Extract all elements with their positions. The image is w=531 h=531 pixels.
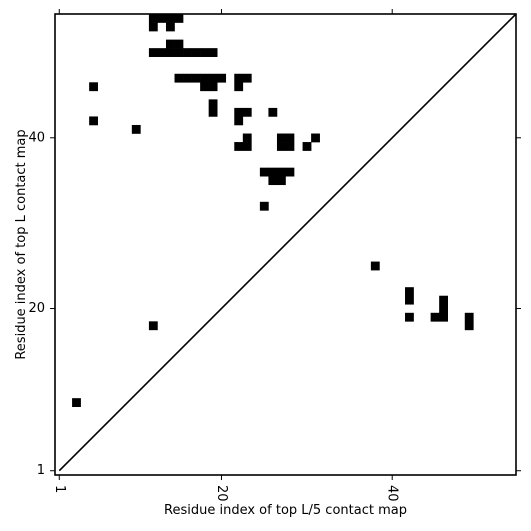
contact-cell xyxy=(276,176,286,186)
contact-cell xyxy=(165,22,175,32)
contact-cell xyxy=(276,142,286,151)
contact-cell xyxy=(242,142,252,151)
contact-cell xyxy=(234,82,244,92)
contact-cell xyxy=(302,142,312,151)
contact-cell xyxy=(285,167,295,177)
contact-cell xyxy=(276,133,286,143)
contact-cell xyxy=(200,82,209,92)
contact-cell xyxy=(208,107,218,117)
contact-cell xyxy=(311,133,320,143)
contact-cell xyxy=(148,48,158,57)
axis-ticks xyxy=(50,9,521,480)
upper-triangle-contacts xyxy=(89,14,320,211)
contact-cell xyxy=(208,48,218,57)
contact-cell xyxy=(234,142,244,151)
contact-cell xyxy=(234,73,244,83)
contact-cell xyxy=(268,167,278,177)
x-tick-labels: 1 20 40 xyxy=(52,485,400,502)
contact-cell xyxy=(370,261,380,271)
contact-cell xyxy=(148,14,158,23)
contact-cell xyxy=(200,48,209,57)
contact-cell xyxy=(268,107,278,117)
contact-cell xyxy=(259,167,269,177)
contact-cell xyxy=(430,312,440,322)
contact-cell xyxy=(191,48,201,57)
contact-cell xyxy=(165,14,175,23)
y-tick-labels: 1 20 40 xyxy=(28,130,45,478)
contact-cell xyxy=(89,116,98,126)
contact-cell xyxy=(72,398,81,408)
contact-cell xyxy=(285,133,295,143)
contact-cell xyxy=(268,176,278,186)
contact-cell xyxy=(174,73,184,83)
contact-cell xyxy=(439,295,449,305)
contact-cell xyxy=(174,14,184,23)
contact-cell xyxy=(174,39,184,49)
contact-cell xyxy=(405,287,414,297)
contact-cell xyxy=(276,167,286,177)
lower-triangle-contacts xyxy=(72,261,474,408)
contact-cell xyxy=(208,82,218,92)
contact-cell xyxy=(464,312,474,322)
contact-cell xyxy=(242,73,252,83)
contact-cell xyxy=(148,22,158,32)
x-tick-label: 40 xyxy=(385,485,400,502)
contact-cell xyxy=(157,14,167,23)
contact-cell xyxy=(285,142,295,151)
contact-cell xyxy=(200,73,209,83)
x-axis-label: Residue index of top L/5 contact map xyxy=(164,503,407,518)
x-tick-label: 1 xyxy=(52,485,67,493)
contact-cell xyxy=(439,312,449,322)
contact-cell xyxy=(242,133,252,143)
plot-frame xyxy=(54,13,517,476)
x-tick-label: 20 xyxy=(214,485,229,502)
contact-cell xyxy=(234,107,244,117)
y-axis-label: Residue index of top L contact map xyxy=(14,129,29,359)
contact-cell xyxy=(405,295,414,305)
contact-cell xyxy=(234,116,244,126)
contact-cell xyxy=(89,82,98,92)
y-tick-label: 20 xyxy=(28,301,45,316)
contact-cell xyxy=(405,312,414,322)
contact-cell xyxy=(174,48,184,57)
contact-cell xyxy=(131,124,141,134)
contact-cell xyxy=(259,201,269,211)
contact-cell xyxy=(165,39,175,49)
diagonal-line xyxy=(58,13,517,472)
contact-cell xyxy=(439,304,449,314)
contact-cell xyxy=(242,107,252,117)
contact-cell xyxy=(157,48,167,57)
contact-cell xyxy=(217,73,227,83)
contact-cell xyxy=(191,73,201,83)
contact-cell xyxy=(208,99,218,109)
y-tick-label: 1 xyxy=(37,463,45,478)
contact-cell xyxy=(183,48,192,57)
contact-cell xyxy=(165,48,175,57)
y-tick-label: 40 xyxy=(28,130,45,145)
contact-cell xyxy=(148,321,158,331)
contact-cell xyxy=(464,321,474,331)
contact-cell xyxy=(183,73,192,83)
contact-cell xyxy=(208,73,218,83)
